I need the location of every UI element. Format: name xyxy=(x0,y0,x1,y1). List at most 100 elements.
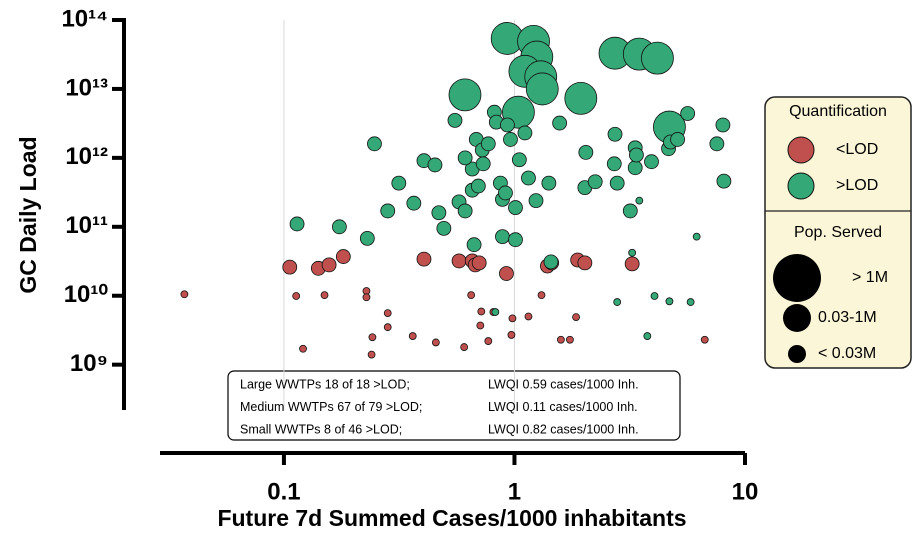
bubble xyxy=(380,203,396,219)
bubble xyxy=(477,307,486,316)
bubble xyxy=(447,112,463,128)
bubble xyxy=(508,314,517,323)
bubble xyxy=(628,147,644,163)
legend-swatch xyxy=(787,136,815,164)
y-tick-label: 10¹³ xyxy=(65,74,108,101)
bubble xyxy=(499,266,514,281)
bubble xyxy=(635,196,644,205)
bubble xyxy=(680,106,696,121)
bubble xyxy=(335,249,351,264)
legend-swatch xyxy=(787,172,815,200)
bubble xyxy=(537,291,546,300)
bubble xyxy=(331,219,347,235)
x-tick-label: 0.1 xyxy=(267,478,300,505)
bubble xyxy=(556,335,565,344)
legend-title: Quantification xyxy=(789,103,887,120)
bubble xyxy=(709,136,725,152)
bubble xyxy=(466,237,482,253)
bubble xyxy=(511,152,527,168)
bubble xyxy=(475,156,491,172)
x-tick-label: 10 xyxy=(732,478,759,505)
x-axis-title: Future 7d Summed Cases/1000 inhabitants xyxy=(217,505,686,531)
annotation-box xyxy=(227,370,681,441)
annotation-text: LWQI 0.59 cases/1000 Inh. xyxy=(488,377,639,391)
bubble xyxy=(457,150,473,166)
bubble xyxy=(577,255,593,271)
size-legend-label: < 0.03M xyxy=(818,345,876,362)
bubble xyxy=(180,290,189,299)
annotation-text: Medium WWTPs 67 of 79 >LOD; xyxy=(240,400,422,414)
bubble xyxy=(715,117,731,133)
bubble xyxy=(517,125,533,141)
bubble xyxy=(665,297,674,306)
bubble xyxy=(383,309,392,317)
bubble xyxy=(471,255,487,271)
bubble xyxy=(498,185,513,201)
bubble xyxy=(321,257,337,273)
bubble xyxy=(521,170,536,186)
bubble xyxy=(541,175,557,191)
size-legend-swatch xyxy=(788,345,806,363)
bubble xyxy=(457,203,473,219)
bubble xyxy=(692,232,701,241)
bubble xyxy=(289,216,305,232)
bubble xyxy=(362,293,371,302)
bubble xyxy=(367,136,382,152)
bubble xyxy=(460,343,469,351)
bubble xyxy=(480,136,496,152)
bubble xyxy=(451,253,467,269)
bubble xyxy=(476,321,485,330)
bubble xyxy=(503,132,518,147)
annotation-text: LWQI 0.11 cases/1000 Inh. xyxy=(488,400,638,414)
bubble xyxy=(524,312,533,321)
bubble xyxy=(508,200,523,215)
bubble xyxy=(650,292,659,300)
bubble xyxy=(406,195,422,211)
bubble xyxy=(427,157,443,173)
legend-label: >LOD xyxy=(836,177,878,194)
bubble xyxy=(282,259,298,275)
annotation-text: LWQI 0.82 cases/1000 Inh. xyxy=(488,422,639,436)
bubble xyxy=(564,81,598,115)
y-tick-label: 10¹⁴ xyxy=(61,5,108,32)
bubble xyxy=(552,115,568,131)
bubble xyxy=(566,335,574,344)
bubble xyxy=(491,308,500,316)
bubble xyxy=(359,230,375,246)
annotation-text: Small WWTPs 8 of 46 >LOD; xyxy=(240,422,402,436)
bubble xyxy=(320,291,329,300)
y-tick-label: 10¹² xyxy=(65,143,108,170)
bubble xyxy=(448,78,482,112)
bubble xyxy=(587,174,603,190)
bubble xyxy=(495,229,510,245)
bubble xyxy=(431,338,440,347)
size-legend-swatch xyxy=(783,304,811,332)
bubble xyxy=(431,205,447,221)
bubble xyxy=(500,117,515,133)
bubble xyxy=(525,72,559,106)
bubble xyxy=(644,154,659,170)
bubble xyxy=(408,332,417,340)
bubble xyxy=(624,256,640,272)
bubble xyxy=(622,203,638,219)
y-tick-label: 10⁹ xyxy=(70,350,108,377)
y-axis-title: GC Daily Load xyxy=(15,136,41,293)
bubble xyxy=(436,220,452,236)
bubble xyxy=(368,333,377,342)
bubble xyxy=(508,232,523,248)
bubble xyxy=(609,175,625,191)
bubble xyxy=(543,254,559,270)
bubble xyxy=(507,331,516,339)
bubble xyxy=(700,335,709,344)
size-legend-label: > 1M xyxy=(852,269,888,286)
bubble xyxy=(686,298,695,306)
bubble xyxy=(299,344,307,353)
bubble xyxy=(528,193,544,208)
y-tick-label: 10¹⁰ xyxy=(64,281,109,308)
size-legend-label: 0.03-1M xyxy=(818,309,877,326)
bubble xyxy=(613,298,622,306)
bubble xyxy=(367,350,376,359)
bubble xyxy=(391,175,407,191)
bubble xyxy=(607,126,623,142)
bubble xyxy=(716,173,732,189)
